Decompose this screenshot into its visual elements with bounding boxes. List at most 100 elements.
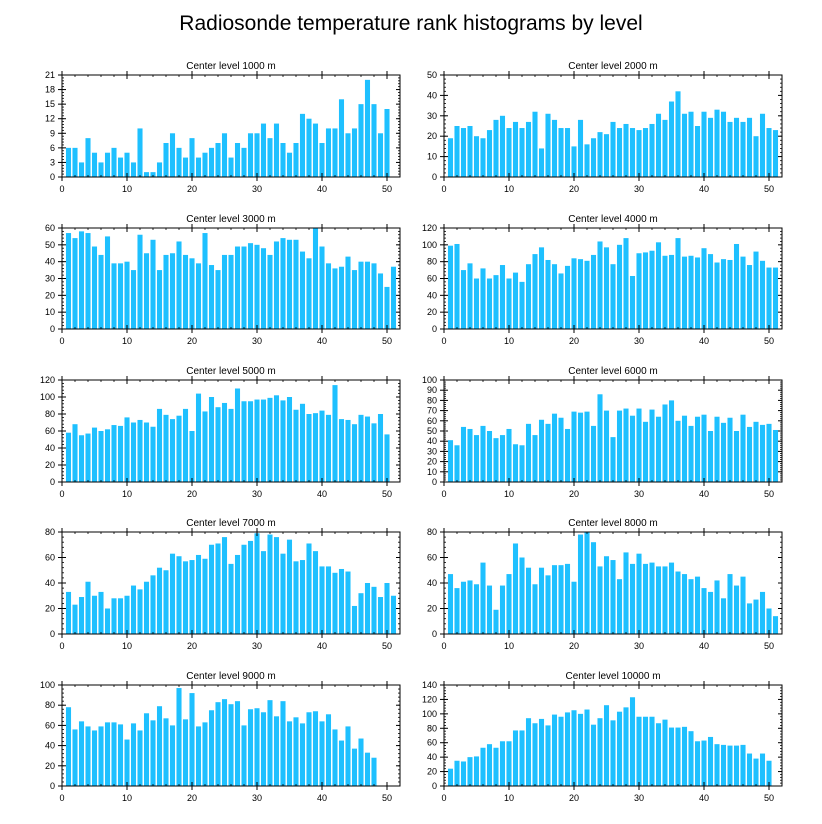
bar — [753, 136, 759, 177]
bar — [91, 246, 98, 329]
bar — [519, 557, 525, 634]
x-tick-label: 30 — [634, 641, 644, 651]
bar — [694, 741, 701, 786]
bar — [169, 253, 176, 329]
y-tick-label: 60 — [45, 553, 55, 563]
bar — [616, 244, 623, 329]
bar — [124, 739, 130, 786]
bar — [247, 540, 254, 634]
y-tick-label: 0 — [50, 629, 55, 639]
y-tick-label: 120 — [40, 375, 55, 385]
bar — [759, 591, 766, 634]
y-tick-label: 50 — [45, 240, 55, 250]
bar — [454, 588, 460, 634]
bar — [78, 597, 85, 634]
bar — [649, 409, 655, 482]
bar — [234, 554, 241, 634]
bar — [312, 711, 319, 786]
bar — [254, 133, 260, 177]
bar — [358, 104, 364, 177]
bar — [629, 415, 636, 482]
bar — [532, 254, 538, 329]
bar — [358, 738, 364, 786]
y-tick-label: 3 — [50, 157, 55, 167]
x-tick-label: 10 — [504, 641, 514, 651]
bar — [493, 119, 499, 177]
bar — [707, 736, 714, 786]
x-tick-label: 30 — [634, 793, 644, 803]
bar — [649, 716, 655, 786]
bar — [512, 543, 519, 634]
bar — [720, 259, 727, 329]
bar — [111, 263, 117, 329]
bar — [364, 416, 371, 482]
bar — [675, 238, 681, 329]
bar — [345, 256, 351, 329]
bar — [753, 421, 759, 482]
bar — [636, 253, 642, 329]
bar — [299, 403, 306, 482]
bar — [202, 152, 208, 177]
bar — [616, 128, 623, 177]
bar — [85, 138, 91, 177]
bar — [273, 123, 280, 177]
bar — [688, 255, 694, 329]
bar — [454, 445, 460, 482]
panel-2: Center level 2000 m 0 10 20 30 40 50 0 10 20 30 40 5… — [427, 61, 783, 194]
bar — [668, 400, 675, 482]
bar — [577, 119, 584, 177]
bar — [532, 584, 538, 634]
bar — [506, 574, 512, 634]
x-tick-label: 20 — [187, 489, 197, 499]
x-tick-label: 50 — [382, 793, 392, 803]
bar — [189, 693, 195, 786]
bar — [623, 552, 629, 634]
bar — [299, 251, 306, 329]
bar — [681, 574, 688, 634]
x-tick-label: 30 — [252, 489, 262, 499]
bar — [137, 128, 143, 177]
bar — [319, 246, 325, 329]
bar — [727, 259, 733, 329]
bar — [655, 113, 662, 177]
bar — [156, 567, 163, 634]
y-tick-label: 120 — [422, 694, 437, 704]
bar — [473, 435, 480, 482]
bar — [98, 431, 104, 482]
bar — [91, 152, 98, 177]
bar — [208, 544, 215, 634]
x-tick-label: 40 — [699, 336, 709, 346]
bar — [688, 731, 694, 786]
bar — [332, 268, 338, 329]
bar — [267, 397, 273, 482]
x-tick-label: 10 — [504, 184, 514, 194]
y-tick-label: 0 — [50, 477, 55, 487]
bar — [371, 586, 377, 634]
bar — [746, 603, 753, 634]
bar — [312, 413, 319, 482]
y-tick-label: 20 — [427, 131, 437, 141]
bar — [91, 595, 98, 634]
bar — [746, 753, 753, 786]
bar — [319, 410, 325, 482]
bar — [584, 411, 590, 482]
x-tick-label: 30 — [634, 336, 644, 346]
x-tick-label: 20 — [569, 489, 579, 499]
bar — [493, 438, 499, 482]
bar — [221, 402, 228, 482]
bar — [182, 408, 189, 482]
x-tick-label: 10 — [122, 641, 132, 651]
x-tick-label: 0 — [59, 184, 64, 194]
bar — [306, 543, 312, 634]
bar — [603, 247, 610, 329]
bar — [345, 571, 351, 634]
bar — [506, 278, 512, 329]
bar — [642, 716, 649, 786]
bar — [202, 233, 208, 329]
bar — [629, 275, 636, 329]
bar — [98, 591, 104, 634]
bar — [564, 128, 571, 177]
bar — [176, 415, 182, 482]
bar — [176, 688, 182, 786]
bar — [694, 576, 701, 635]
